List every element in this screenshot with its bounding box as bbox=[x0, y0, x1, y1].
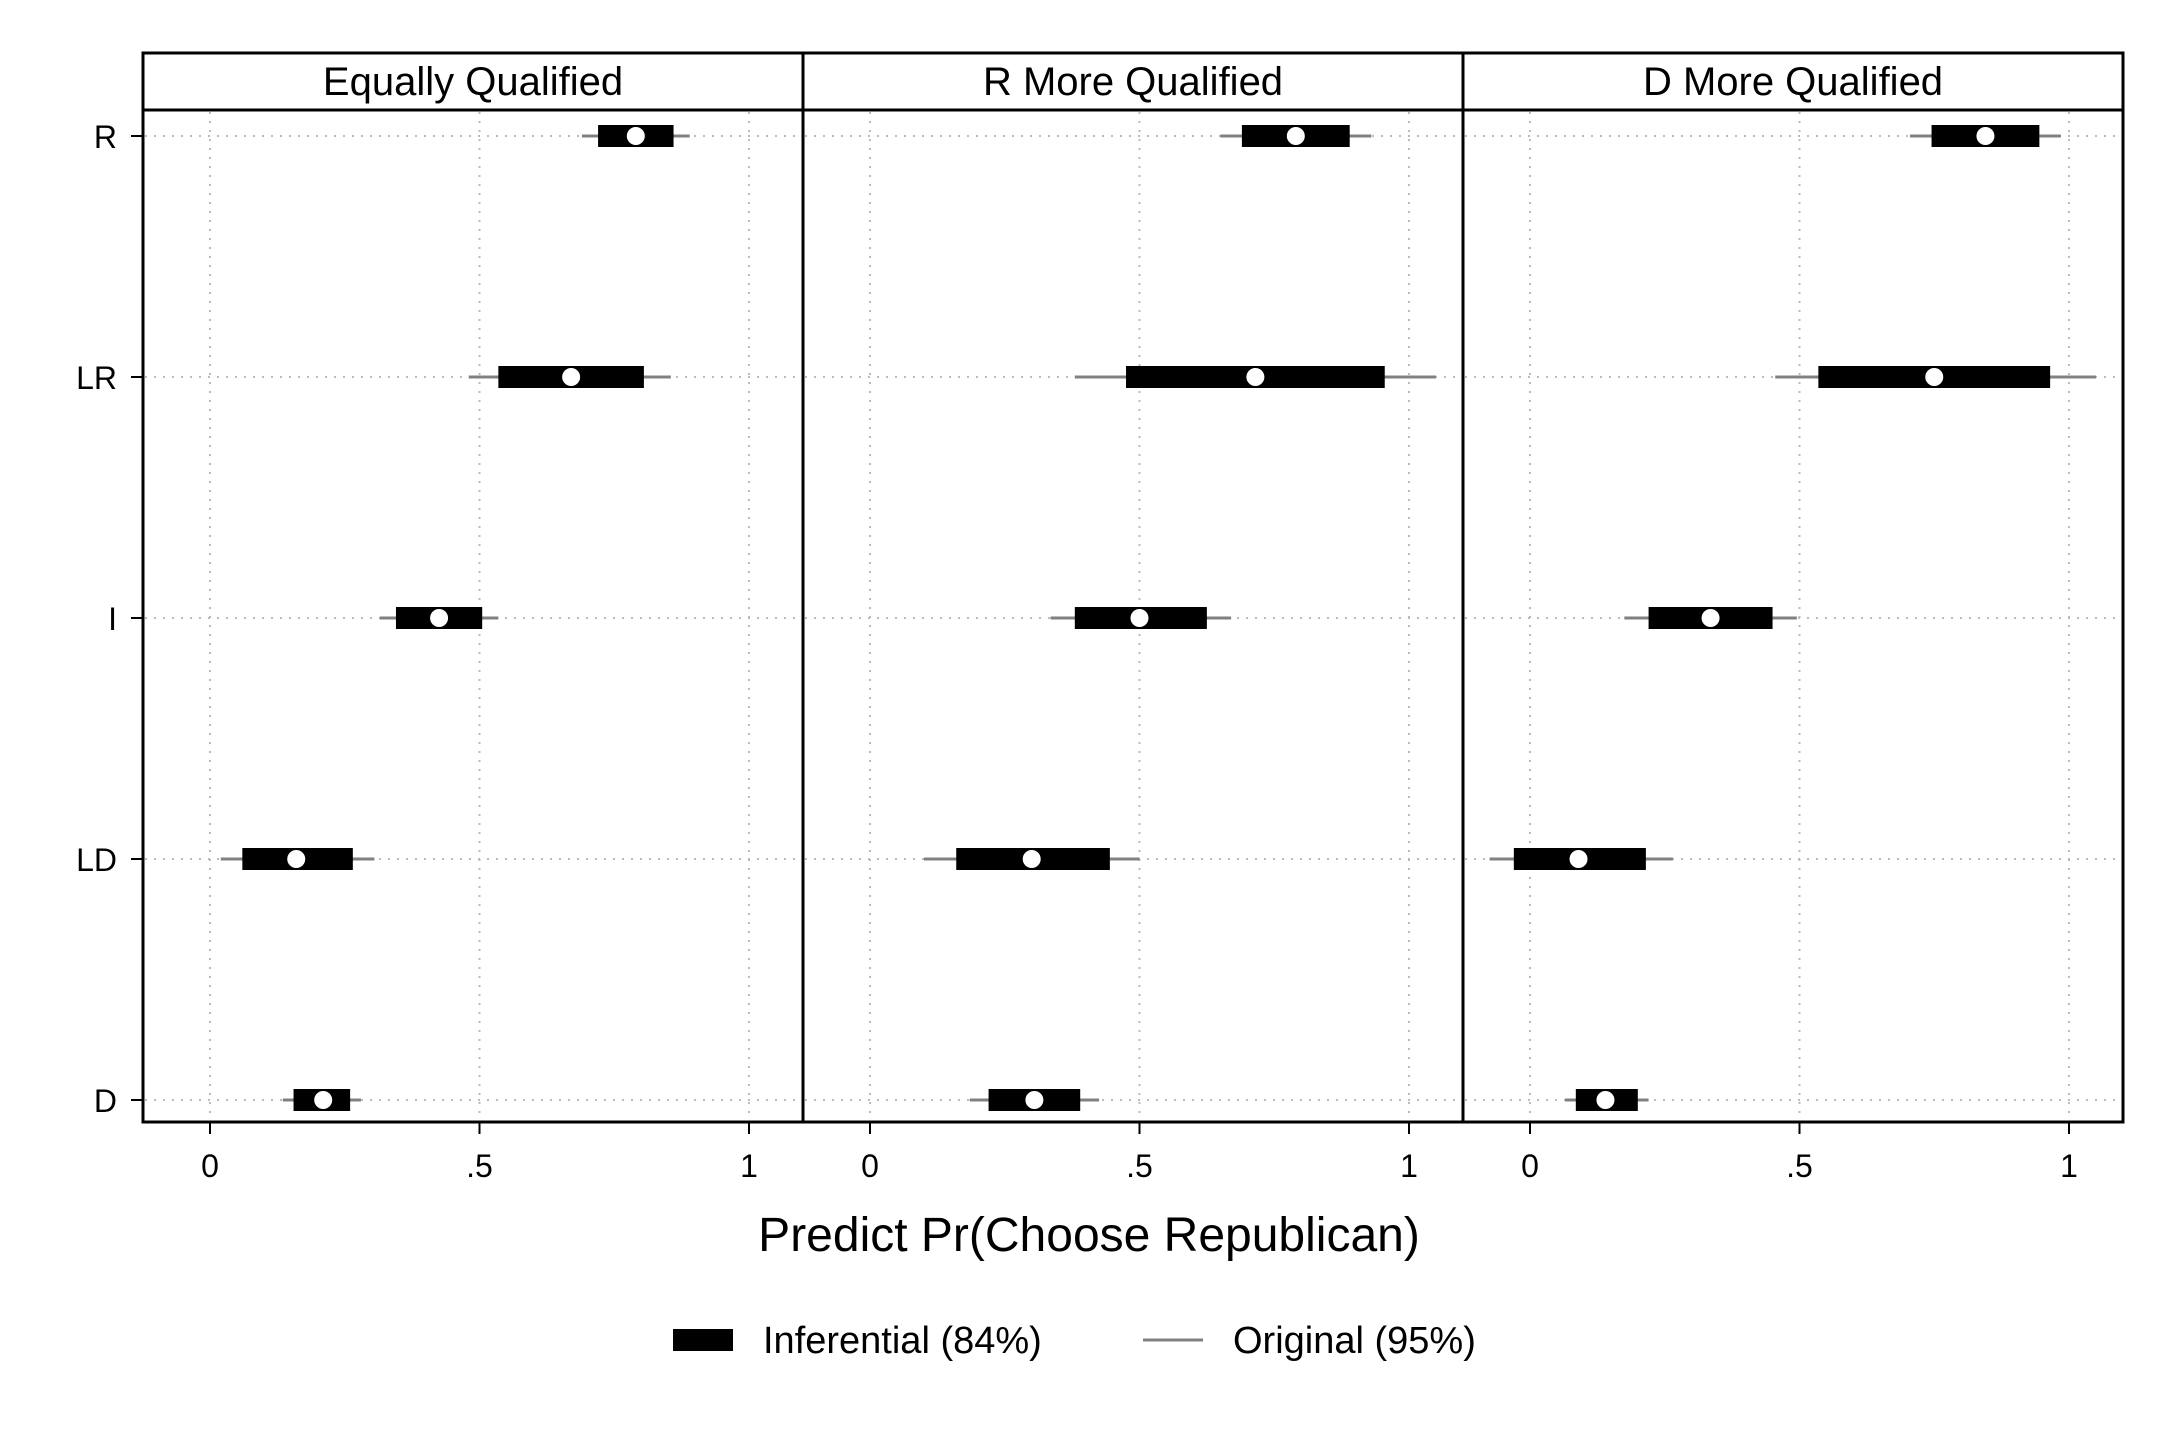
y-tick-label: I bbox=[108, 601, 117, 637]
x-tick-label: 0 bbox=[201, 1148, 219, 1184]
x-axis-title: Predict Pr(Choose Republican) bbox=[758, 1209, 1420, 1262]
point-estimate bbox=[314, 1091, 333, 1109]
point-estimate bbox=[1130, 609, 1149, 627]
panel-title: Equally Qualified bbox=[323, 60, 623, 104]
point-estimate bbox=[1701, 609, 1720, 627]
estimate-row-lr bbox=[1775, 366, 2096, 388]
point-estimate bbox=[430, 609, 449, 627]
estimate-row-r bbox=[1909, 125, 2061, 147]
estimate-row-ld bbox=[923, 848, 1140, 870]
y-axis-labels: R LR I LD D bbox=[76, 119, 143, 1119]
x-tick-label: 1 bbox=[740, 1148, 758, 1184]
point-estimate bbox=[1286, 127, 1305, 145]
estimate-row-d bbox=[282, 1089, 361, 1111]
legend-original-label: Original (95%) bbox=[1233, 1320, 1476, 1362]
x-tick-label: .5 bbox=[466, 1148, 493, 1184]
x-tick-label: .5 bbox=[1126, 1148, 1153, 1184]
x-tick-label: 0 bbox=[1521, 1148, 1539, 1184]
estimate-row-r bbox=[581, 125, 690, 147]
point-estimate bbox=[1569, 850, 1588, 868]
point-estimate bbox=[1925, 368, 1944, 386]
point-estimate bbox=[287, 850, 306, 868]
point-estimate bbox=[1246, 368, 1265, 386]
panel-1: Equally Qualified 0 .5 1 bbox=[141, 51, 805, 1184]
estimate-row-d bbox=[1565, 1089, 1649, 1111]
panel-3: D More Qualified 0 .5 1 bbox=[1461, 51, 2125, 1184]
x-tick-label: 0 bbox=[861, 1148, 879, 1184]
y-tick-label: LR bbox=[76, 360, 117, 396]
estimate-row-lr bbox=[468, 366, 671, 388]
legend: Inferential (84%) Original (95%) bbox=[673, 1320, 1476, 1362]
panel-frame bbox=[1461, 108, 2125, 1124]
estimate-row-i bbox=[1050, 607, 1232, 629]
estimate-row-lr bbox=[1074, 366, 1436, 388]
point-estimate bbox=[562, 368, 581, 386]
estimate-row-ld bbox=[1489, 848, 1673, 870]
y-tick-label: R bbox=[94, 119, 117, 155]
panels-layer: Equally Qualified 0 .5 1 R More Qualified 0 .5… bbox=[141, 51, 2125, 1184]
x-tick-label: .5 bbox=[1786, 1148, 1813, 1184]
panel-strip bbox=[141, 51, 805, 112]
y-tick-label: LD bbox=[76, 842, 117, 878]
point-estimate bbox=[626, 127, 645, 145]
estimate-row-i bbox=[379, 607, 499, 629]
x-tick-label: 1 bbox=[1400, 1148, 1418, 1184]
legend-inferential-label: Inferential (84%) bbox=[763, 1320, 1042, 1362]
point-estimate bbox=[1022, 850, 1041, 868]
x-tick-label: 1 bbox=[2060, 1148, 2078, 1184]
y-tick-label: D bbox=[94, 1083, 117, 1119]
point-estimate bbox=[1976, 127, 1995, 145]
estimate-row-d bbox=[969, 1089, 1100, 1111]
estimate-row-ld bbox=[220, 848, 375, 870]
point-estimate bbox=[1025, 1091, 1044, 1109]
panel-title: D More Qualified bbox=[1643, 60, 1943, 104]
estimate-row-r bbox=[1220, 125, 1372, 147]
estimate-row-i bbox=[1624, 607, 1797, 629]
panel-2: R More Qualified 0 .5 1 bbox=[801, 51, 1465, 1184]
point-estimate bbox=[1596, 1091, 1615, 1109]
legend-inferential-swatch bbox=[673, 1329, 733, 1351]
panel-title: R More Qualified bbox=[983, 60, 1283, 104]
